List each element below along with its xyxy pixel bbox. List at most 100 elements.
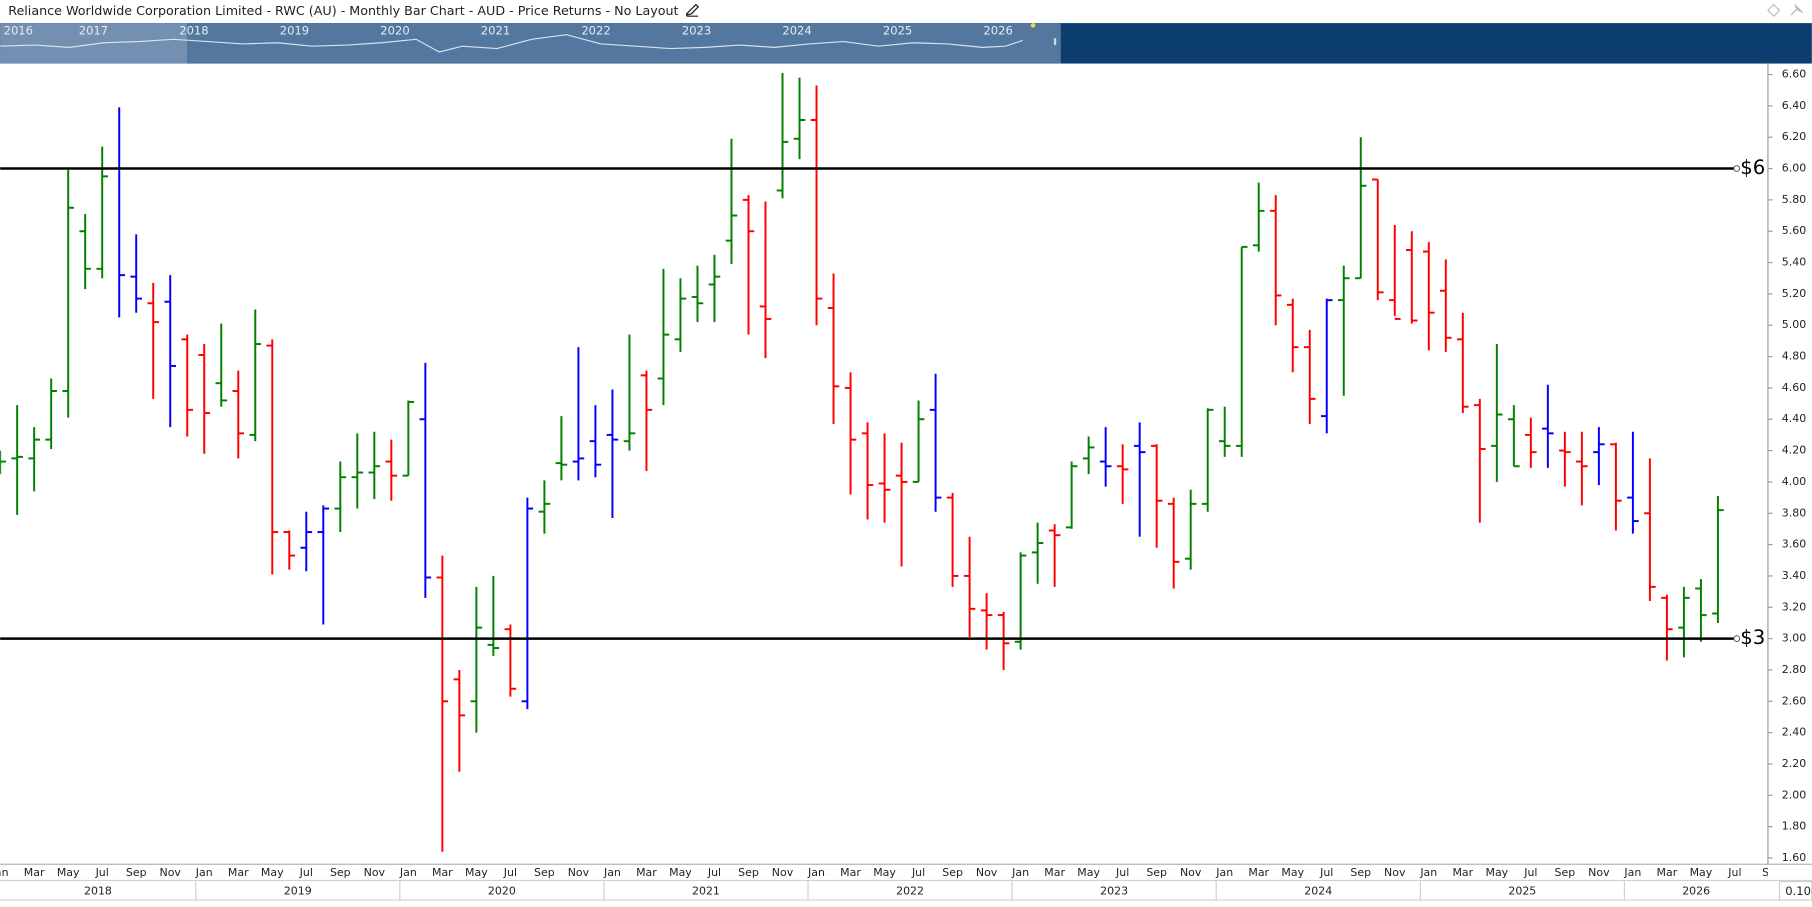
x-tick-label: Jul bbox=[1523, 866, 1537, 879]
x-tick-label: Jan bbox=[807, 866, 825, 879]
x-tick-label: Jul bbox=[299, 866, 313, 879]
navigator-year: 2016 bbox=[4, 24, 33, 38]
x-tick-label: Jan bbox=[1623, 866, 1641, 879]
year-label: 2022 bbox=[896, 884, 924, 897]
y-tick-label: 2.60 bbox=[1782, 694, 1806, 707]
y-tick-label: 5.00 bbox=[1782, 318, 1806, 331]
x-tick-label: Nov bbox=[772, 866, 794, 879]
x-tick-label: May bbox=[873, 866, 896, 879]
y-tick-label: 3.00 bbox=[1782, 632, 1806, 645]
diamond-icon[interactable] bbox=[1767, 3, 1781, 17]
x-tick-label: Sep bbox=[942, 866, 963, 879]
x-tick-label: May bbox=[669, 866, 692, 879]
navigator-line bbox=[0, 34, 1023, 53]
x-tick-label: Nov bbox=[1384, 866, 1406, 879]
chart-title: Reliance Worldwide Corporation Limited -… bbox=[8, 3, 678, 18]
y-tick-label: 3.60 bbox=[1782, 538, 1806, 551]
y-tick-label: 2.00 bbox=[1782, 788, 1806, 801]
navigator-year: 2026 bbox=[983, 24, 1012, 38]
x-tick-label: Jul bbox=[911, 866, 925, 879]
y-tick-label: 4.20 bbox=[1782, 444, 1806, 457]
y-tick-label: 3.20 bbox=[1782, 600, 1806, 613]
x-tick-label: Mar bbox=[636, 866, 657, 879]
x-tick-label: Mar bbox=[24, 866, 45, 879]
x-tick-label: May bbox=[1690, 866, 1713, 879]
y-tick-label: 2.40 bbox=[1782, 726, 1806, 739]
x-tick-label: Jul bbox=[1115, 866, 1129, 879]
navigator-year: 2023 bbox=[682, 24, 711, 38]
reference-handle bbox=[1733, 635, 1741, 642]
x-tick-label: Jan bbox=[603, 866, 621, 879]
x-tick-label: Jul bbox=[1319, 866, 1333, 879]
x-tick-label: Nov bbox=[1588, 866, 1610, 879]
x-tick-label: Sep bbox=[1146, 866, 1167, 879]
year-label: 2019 bbox=[284, 884, 312, 897]
x-tick-label: Nov bbox=[160, 866, 182, 879]
y-tick-label: 5.20 bbox=[1782, 287, 1806, 300]
navigator-year: 2024 bbox=[782, 24, 811, 38]
y-tick-label: 2.20 bbox=[1782, 757, 1806, 770]
x-tick-label: Mar bbox=[840, 866, 861, 879]
x-tick-label: May bbox=[465, 866, 488, 879]
y-tick-label: 4.00 bbox=[1782, 475, 1806, 488]
x-tick-label: May bbox=[1485, 866, 1508, 879]
year-label: 2026 bbox=[1682, 884, 1710, 897]
y-tick-label: 2.80 bbox=[1782, 663, 1806, 676]
y-tick-label: 4.40 bbox=[1782, 412, 1806, 425]
year-label: 2025 bbox=[1508, 884, 1536, 897]
y-tick-label: 1.60 bbox=[1782, 851, 1806, 864]
x-tick-label: Nov bbox=[976, 866, 998, 879]
x-tick-label: Jan bbox=[195, 866, 213, 879]
x-tick-label: Jul bbox=[1727, 866, 1741, 879]
y-tick-label: 6.00 bbox=[1782, 162, 1806, 175]
navigator-year: 2021 bbox=[481, 24, 510, 38]
year-label: 2023 bbox=[1100, 884, 1128, 897]
y-tick-label: 5.40 bbox=[1782, 256, 1806, 269]
x-tick-label: Se bbox=[1762, 866, 1776, 879]
navigator-year: 2019 bbox=[280, 24, 309, 38]
y-tick-label: 5.60 bbox=[1782, 224, 1806, 237]
x-tick-label: Mar bbox=[432, 866, 453, 879]
x-tick-label: Nov bbox=[568, 866, 590, 879]
x-tick-label: May bbox=[57, 866, 80, 879]
x-tick-label: Mar bbox=[228, 866, 249, 879]
x-tick-label: Sep bbox=[534, 866, 555, 879]
x-tick-label: Sep bbox=[1350, 866, 1371, 879]
navigator-year: 2018 bbox=[179, 24, 208, 38]
x-tick-label: Mar bbox=[1044, 866, 1065, 879]
x-tick-label: Mar bbox=[1248, 866, 1269, 879]
reference-handle bbox=[1733, 165, 1741, 172]
reference-label: $6 bbox=[1740, 156, 1765, 179]
x-tick-label: Sep bbox=[738, 866, 759, 879]
year-label: 2020 bbox=[488, 884, 516, 897]
reference-label: $3 bbox=[1740, 626, 1765, 649]
y-tick-label: 4.60 bbox=[1782, 381, 1806, 394]
navigator-year: 2025 bbox=[883, 24, 912, 38]
x-tick-label: Mar bbox=[1452, 866, 1473, 879]
x-tick-label: Mar bbox=[1657, 866, 1678, 879]
y-tick-label: 5.80 bbox=[1782, 193, 1806, 206]
edit-icon[interactable] bbox=[685, 3, 700, 17]
year-label: 2018 bbox=[84, 884, 112, 897]
x-tick-label: Jan bbox=[0, 866, 9, 879]
x-tick-label: Jan bbox=[1011, 866, 1029, 879]
navigator-year: 2022 bbox=[581, 24, 610, 38]
y-tick-label: 6.40 bbox=[1782, 99, 1806, 112]
x-tick-label: Jul bbox=[95, 866, 109, 879]
navigator-year: 2017 bbox=[79, 24, 108, 38]
year-label: 2024 bbox=[1304, 884, 1332, 897]
x-tick-label: Jan bbox=[1419, 866, 1437, 879]
y-tick-label: 6.20 bbox=[1782, 130, 1806, 143]
x-tick-label: Sep bbox=[330, 866, 351, 879]
plot-area: Jan Mar May Jul Sep Nov Jan Mar May Jul Sep Nov Jan M… bbox=[0, 72, 1776, 901]
navigator-marker bbox=[1030, 23, 1036, 28]
x-tick-label: Jul bbox=[707, 866, 721, 879]
y-tick-label: 1.80 bbox=[1782, 820, 1806, 833]
pin-icon[interactable] bbox=[1790, 4, 1804, 16]
navigator[interactable] bbox=[0, 23, 1812, 64]
x-tick-label: Jan bbox=[1215, 866, 1233, 879]
scale-label: 0.108 bbox=[1785, 884, 1812, 898]
y-tick-label: 6.60 bbox=[1782, 68, 1806, 81]
